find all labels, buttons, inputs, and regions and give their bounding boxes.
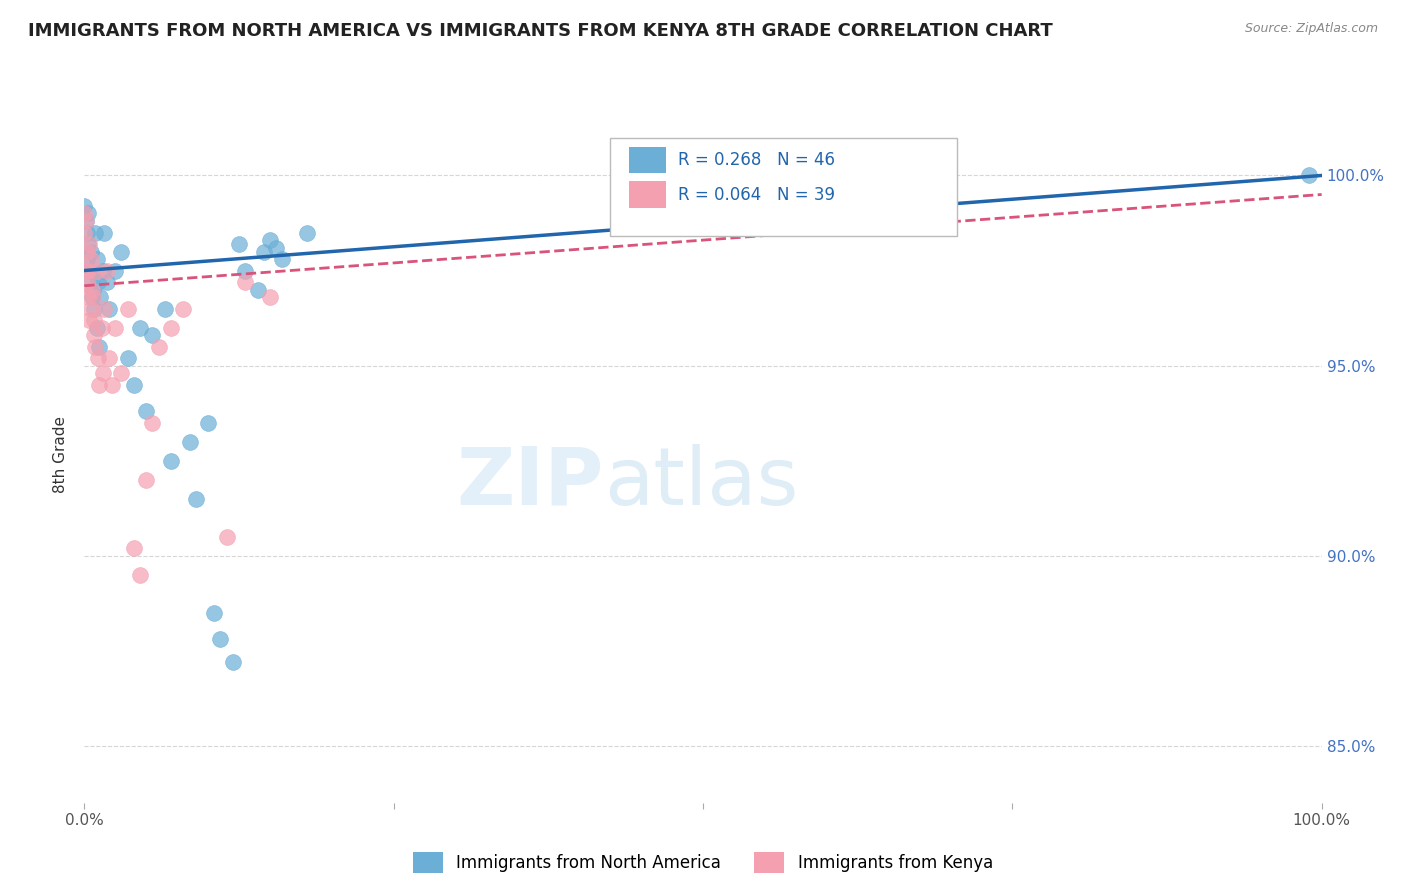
Point	[259, 233, 281, 247]
Point	[264, 241, 287, 255]
Point	[83, 313, 105, 327]
Point	[89, 377, 111, 392]
Point	[153, 301, 176, 316]
FancyBboxPatch shape	[610, 138, 956, 235]
Point	[129, 320, 152, 334]
Point	[295, 226, 318, 240]
Point	[86, 263, 108, 277]
Point	[209, 632, 232, 647]
Point	[122, 377, 145, 392]
Point	[246, 283, 269, 297]
Point	[84, 340, 107, 354]
Point	[91, 263, 114, 277]
Point	[89, 340, 111, 354]
Text: IMMIGRANTS FROM NORTH AMERICA VS IMMIGRANTS FROM KENYA 8TH GRADE CORRELATION CHA: IMMIGRANTS FROM NORTH AMERICA VS IMMIGRA…	[28, 22, 1053, 40]
Point	[215, 530, 238, 544]
Point	[233, 275, 256, 289]
Point	[179, 434, 201, 449]
Point	[100, 377, 122, 392]
Point	[76, 226, 98, 240]
Point	[98, 351, 121, 365]
Point	[86, 252, 108, 266]
FancyBboxPatch shape	[628, 181, 666, 208]
Text: R = 0.268   N = 46: R = 0.268 N = 46	[678, 151, 835, 169]
Text: ZIP: ZIP	[457, 443, 605, 522]
Point	[79, 275, 101, 289]
Point	[202, 606, 225, 620]
Point	[259, 290, 281, 304]
Point	[160, 453, 183, 467]
Text: R = 0.064   N = 39: R = 0.064 N = 39	[678, 186, 835, 204]
Point	[76, 252, 98, 266]
Point	[73, 206, 96, 220]
Point	[77, 236, 100, 251]
FancyBboxPatch shape	[628, 146, 666, 173]
Point	[1298, 169, 1320, 183]
Point	[197, 416, 219, 430]
Point	[76, 275, 98, 289]
Point	[104, 320, 127, 334]
Point	[77, 206, 100, 220]
Point	[75, 214, 97, 228]
Point	[228, 236, 250, 251]
Point	[73, 226, 96, 240]
Legend: Immigrants from North America, Immigrants from Kenya: Immigrants from North America, Immigrant…	[406, 846, 1000, 880]
Point	[79, 263, 101, 277]
Point	[82, 283, 104, 297]
Text: Source: ZipAtlas.com: Source: ZipAtlas.com	[1244, 22, 1378, 36]
Point	[96, 263, 118, 277]
Point	[172, 301, 194, 316]
Point	[104, 263, 127, 277]
Point	[79, 252, 101, 266]
Point	[93, 301, 115, 316]
Point	[84, 226, 107, 240]
Point	[87, 275, 110, 289]
Point	[79, 244, 101, 259]
Point	[233, 263, 256, 277]
Point	[83, 301, 105, 316]
Point	[77, 263, 100, 277]
Point	[90, 320, 112, 334]
Point	[141, 328, 163, 343]
Point	[87, 351, 110, 365]
Point	[148, 340, 170, 354]
Point	[73, 199, 96, 213]
Point	[77, 290, 100, 304]
Point	[91, 366, 114, 380]
Point	[83, 328, 105, 343]
Point	[117, 351, 139, 365]
Point	[82, 290, 104, 304]
Point	[271, 252, 294, 266]
Point	[75, 214, 97, 228]
Point	[98, 301, 121, 316]
Point	[75, 263, 97, 277]
Point	[93, 226, 115, 240]
Point	[222, 655, 245, 669]
Point	[110, 244, 132, 259]
Point	[160, 320, 183, 334]
Y-axis label: 8th Grade: 8th Grade	[53, 417, 69, 493]
Point	[122, 541, 145, 555]
Point	[96, 275, 118, 289]
Point	[117, 301, 139, 316]
Point	[89, 290, 111, 304]
Point	[129, 567, 152, 582]
Point	[80, 290, 103, 304]
Point	[79, 313, 101, 327]
Point	[79, 236, 101, 251]
Point	[80, 283, 103, 297]
Point	[184, 491, 207, 506]
Point	[253, 244, 276, 259]
Point	[76, 244, 98, 259]
Point	[135, 404, 157, 418]
Text: atlas: atlas	[605, 443, 799, 522]
Point	[79, 301, 101, 316]
Point	[110, 366, 132, 380]
Point	[135, 473, 157, 487]
Point	[141, 416, 163, 430]
Point	[86, 320, 108, 334]
